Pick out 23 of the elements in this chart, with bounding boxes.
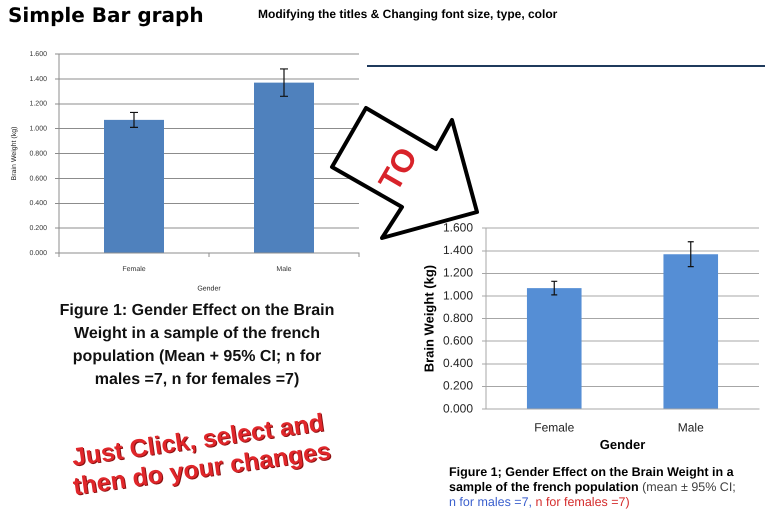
- chart-title: Simple Bar graph: [8, 3, 204, 27]
- text: n for males =7,: [449, 495, 532, 510]
- text: TO: [371, 141, 425, 197]
- y-tick-label: 0.000: [442, 401, 474, 416]
- text: (mean ± 95% CI;: [642, 480, 736, 495]
- x-axis-title: Gender: [600, 436, 646, 452]
- y-tick-label: 1.200: [442, 266, 474, 280]
- y-tick-label: 1.600: [442, 220, 474, 235]
- y-axis-title: Brain Weight (kg): [421, 264, 436, 372]
- text: Modifying the titles & Changing font size, type, color: [258, 7, 558, 21]
- text: sample of the french population: [449, 480, 639, 495]
- x-tick-label: Male: [678, 420, 704, 435]
- y-tick-label: 0.800: [442, 310, 474, 325]
- y-tick-label: 0.200: [442, 378, 474, 393]
- text: n for females =7): [536, 495, 630, 510]
- text: Just Click, select and then do your changes: [69, 408, 334, 503]
- caption: Figure 1: Gender Effect on the Brain Weight in a sample of the french population (Mean + 95% CI; n for males =7, n for females =7): [58, 301, 336, 390]
- x-tick-label: Female: [534, 420, 575, 435]
- y-tick-label: 1.000: [442, 288, 474, 302]
- y-tick-label: 0.400: [442, 356, 474, 370]
- y-tick-label: 1.400: [442, 243, 474, 258]
- caption: Figure 1; Gender Effect on the Brain Weight in a: [449, 465, 734, 480]
- y-tick-label: 0.600: [442, 334, 474, 348]
